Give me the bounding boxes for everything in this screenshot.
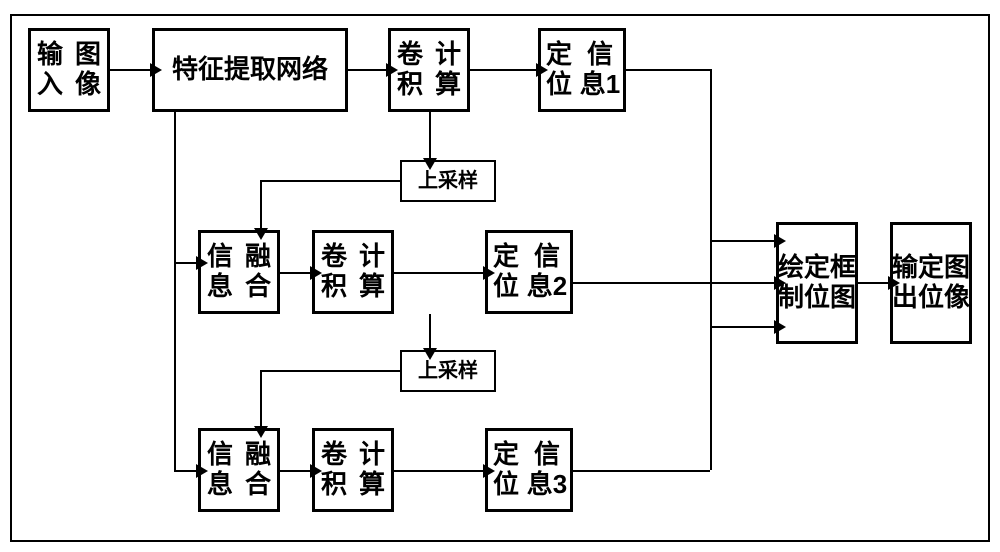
node-upsample1: 上采样 — [400, 160, 496, 202]
arrowhead-right-icon — [774, 276, 786, 290]
edge — [174, 112, 176, 470]
node-draw-box: 绘制定位框图 — [776, 222, 858, 344]
edge — [260, 180, 262, 230]
edge — [280, 272, 312, 274]
node-output-image: 输出定位图像 — [890, 222, 972, 344]
node-loc1: 定位信息1 — [538, 28, 626, 112]
arrowhead-right-icon — [888, 276, 900, 290]
arrowhead-right-icon — [483, 464, 495, 478]
edge — [710, 69, 712, 470]
edge — [260, 370, 400, 372]
arrowhead-down-icon — [254, 426, 268, 438]
arrowhead-right-icon — [386, 63, 398, 77]
edge — [470, 69, 538, 71]
node-conv1: 卷积计算 — [388, 28, 470, 112]
edge — [626, 69, 710, 71]
arrowhead-right-icon — [196, 464, 208, 478]
edge — [174, 262, 198, 264]
node-fuse2: 信息融合 — [198, 230, 280, 314]
arrowhead-right-icon — [150, 63, 162, 77]
node-input-image: 输入图像 — [28, 28, 110, 112]
node-upsample2: 上采样 — [400, 350, 496, 392]
arrowhead-right-icon — [310, 266, 322, 280]
arrowhead-right-icon — [196, 256, 208, 270]
edge — [394, 470, 485, 472]
arrowhead-down-icon — [423, 158, 437, 170]
canvas: 输入图像 特征提取网络 卷积计算 定位信息1 上采样 信息融合 卷积计算 定位信… — [0, 0, 1000, 552]
arrowhead-right-icon — [536, 63, 548, 77]
edge — [174, 470, 198, 472]
edge — [348, 69, 388, 71]
arrowhead-down-icon — [254, 228, 268, 240]
edge — [573, 470, 710, 472]
node-loc2: 定位信息2 — [485, 230, 573, 314]
edge — [394, 272, 485, 274]
edge — [280, 470, 312, 472]
edge — [858, 282, 890, 284]
edge — [573, 282, 776, 284]
node-conv2: 卷积计算 — [312, 230, 394, 314]
edge — [110, 69, 152, 71]
arrowhead-right-icon — [774, 320, 786, 334]
edge — [710, 240, 776, 242]
node-conv3: 卷积计算 — [312, 428, 394, 512]
edge — [429, 314, 431, 350]
edge — [260, 180, 400, 182]
node-loc3: 定位信息3 — [485, 428, 573, 512]
arrowhead-right-icon — [483, 266, 495, 280]
edge — [260, 370, 262, 428]
node-feature-extract: 特征提取网络 — [152, 28, 348, 112]
arrowhead-down-icon — [423, 348, 437, 360]
edge — [429, 112, 431, 160]
node-fuse3: 信息融合 — [198, 428, 280, 512]
arrowhead-right-icon — [774, 234, 786, 248]
edge — [710, 326, 776, 328]
arrowhead-right-icon — [310, 464, 322, 478]
